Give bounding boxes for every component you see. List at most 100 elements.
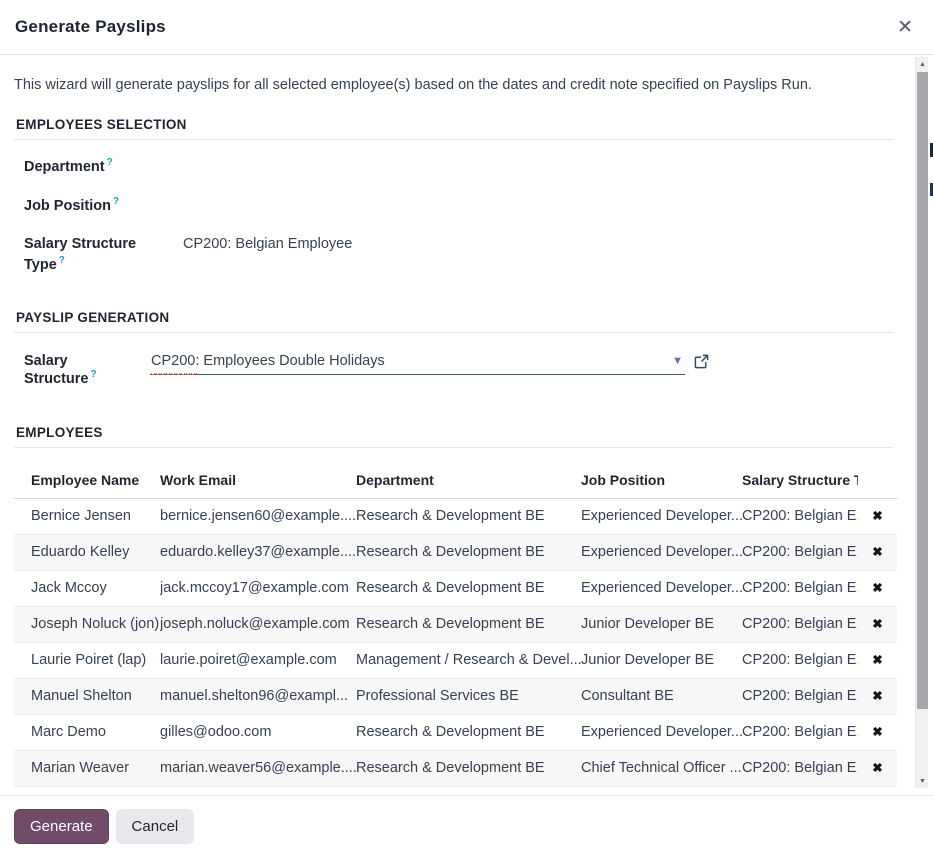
scroll-down-icon[interactable]: ▼ bbox=[919, 777, 926, 785]
field-department: Department? bbox=[24, 156, 893, 177]
cell-salary-structure-type[interactable]: CP200: Belgian E... bbox=[742, 580, 858, 597]
table-row[interactable]: Jack Mccoy jack.mccoy17@example.com Rese… bbox=[14, 570, 897, 607]
table-row[interactable]: Bernice Jensen bernice.jensen60@example.… bbox=[14, 498, 897, 535]
employee-table-body: Bernice Jensen bernice.jensen60@example.… bbox=[14, 498, 897, 795]
cell-job-position[interactable]: Experienced Developer... bbox=[581, 724, 742, 741]
dialog-body: This wizard will generate payslips for a… bbox=[0, 55, 933, 795]
department-label: Department? bbox=[24, 156, 154, 177]
dialog-title: Generate Payslips bbox=[15, 17, 166, 36]
salary-structure-type-help-icon[interactable]: ? bbox=[58, 255, 65, 267]
cell-work-email[interactable]: manuel.shelton96@exampl... bbox=[160, 688, 349, 705]
cell-job-position[interactable]: Experienced Developer... bbox=[581, 544, 742, 561]
background-page-artifact bbox=[930, 183, 933, 196]
cell-employee-name[interactable]: Manuel Shelton bbox=[31, 688, 132, 705]
close-icon[interactable]: ✕ bbox=[893, 14, 917, 41]
cell-employee-name[interactable]: Joseph Noluck (jon) bbox=[31, 616, 160, 633]
remove-row-icon[interactable]: ✖ bbox=[872, 616, 883, 631]
col-header-department[interactable]: Department bbox=[356, 471, 434, 488]
spellcheck-squiggle bbox=[151, 372, 197, 377]
section-employees: EMPLOYEES bbox=[14, 425, 893, 448]
cell-salary-structure-type[interactable]: CP200: Belgian E... bbox=[742, 508, 858, 525]
cell-work-email[interactable]: bernice.jensen60@example.... bbox=[160, 508, 356, 525]
cell-job-position[interactable]: Consultant BE bbox=[581, 688, 674, 705]
cell-department[interactable]: Research & Development BE bbox=[356, 616, 545, 633]
cell-salary-structure-type[interactable]: CP200: Belgian E... bbox=[742, 616, 858, 633]
cell-salary-structure-type[interactable]: CP200: Belgian E... bbox=[742, 652, 858, 669]
table-row[interactable]: Laurie Poiret (lap) laurie.poiret@exampl… bbox=[14, 642, 897, 679]
cell-work-email[interactable]: marian.weaver56@example.... bbox=[160, 760, 356, 777]
job-position-help-icon[interactable]: ? bbox=[113, 196, 120, 208]
cell-employee-name[interactable]: Marc Demo bbox=[31, 724, 106, 741]
scrollbar-thumb[interactable] bbox=[917, 72, 928, 709]
salary-structure-label: Salary Structure? bbox=[24, 353, 140, 387]
department-label-text: Department bbox=[24, 158, 105, 175]
cell-employee-name[interactable]: Laurie Poiret (lap) bbox=[31, 652, 147, 669]
cell-department[interactable]: Research & Development BE bbox=[356, 508, 545, 525]
table-row[interactable]: Mario Lambert mario.lambert31@example...… bbox=[14, 786, 897, 795]
remove-row-icon[interactable]: ✖ bbox=[872, 580, 883, 595]
table-row[interactable]: Marc Demo gilles@odoo.com Research & Dev… bbox=[14, 714, 897, 751]
table-row[interactable]: Marian Weaver marian.weaver56@example...… bbox=[14, 750, 897, 787]
cell-job-position[interactable]: Experienced Developer... bbox=[581, 580, 742, 597]
col-header-employee-name[interactable]: Employee Name bbox=[31, 471, 140, 488]
col-header-work-email[interactable]: Work Email bbox=[160, 471, 236, 488]
remove-row-icon[interactable]: ✖ bbox=[872, 544, 883, 559]
dialog-footer: Generate Cancel bbox=[0, 795, 933, 857]
section-employees-selection: EMPLOYEES SELECTION bbox=[14, 117, 893, 140]
cell-salary-structure-type[interactable]: CP200: Belgian E... bbox=[742, 688, 858, 705]
salary-structure-help-icon[interactable]: ? bbox=[90, 368, 97, 380]
background-page-artifact bbox=[930, 143, 933, 157]
remove-row-icon[interactable]: ✖ bbox=[872, 508, 883, 523]
col-header-salary-structure-type[interactable]: Salary Structure T... bbox=[742, 471, 858, 488]
wizard-description: This wizard will generate payslips for a… bbox=[14, 77, 812, 93]
open-record-icon[interactable] bbox=[694, 354, 709, 374]
cell-job-position[interactable]: Experienced Developer... bbox=[581, 508, 742, 525]
job-position-label: Job Position? bbox=[24, 195, 154, 216]
cell-employee-name[interactable]: Bernice Jensen bbox=[31, 508, 131, 525]
generate-button[interactable]: Generate bbox=[14, 808, 109, 845]
cell-employee-name[interactable]: Jack Mccoy bbox=[31, 580, 107, 597]
remove-row-icon[interactable]: ✖ bbox=[872, 760, 883, 775]
cell-salary-structure-type[interactable]: CP200: Belgian E... bbox=[742, 760, 858, 777]
table-row[interactable]: Manuel Shelton manuel.shelton96@exampl..… bbox=[14, 678, 897, 715]
table-row[interactable]: Eduardo Kelley eduardo.kelley37@example.… bbox=[14, 534, 897, 571]
field-salary-structure: Salary Structure? CP200: Employees Doubl… bbox=[24, 353, 893, 387]
cell-employee-name[interactable]: Eduardo Kelley bbox=[31, 544, 130, 561]
col-header-job-position[interactable]: Job Position bbox=[581, 471, 665, 488]
remove-row-icon[interactable]: ✖ bbox=[872, 688, 883, 703]
cell-salary-structure-type[interactable]: CP200: Belgian E... bbox=[742, 544, 858, 561]
cell-salary-structure-type[interactable]: CP200: Belgian E... bbox=[742, 724, 858, 741]
cell-work-email[interactable]: gilles@odoo.com bbox=[160, 724, 272, 741]
cell-department[interactable]: Professional Services BE bbox=[356, 688, 519, 705]
salary-structure-input-value[interactable]: CP200: Employees Double Holidays bbox=[151, 352, 385, 369]
cell-job-position[interactable]: Chief Technical Officer ... bbox=[581, 760, 742, 777]
remove-row-icon[interactable]: ✖ bbox=[872, 724, 883, 739]
cell-work-email[interactable]: joseph.noluck@example.com bbox=[160, 616, 350, 633]
cell-work-email[interactable]: jack.mccoy17@example.com bbox=[160, 580, 349, 597]
cell-department[interactable]: Research & Development BE bbox=[356, 760, 545, 777]
chevron-down-icon[interactable]: ▼ bbox=[672, 354, 683, 367]
table-row[interactable]: Joseph Noluck (jon) joseph.noluck@exampl… bbox=[14, 606, 897, 643]
salary-structure-input[interactable]: CP200: Employees Double Holidays ▼ bbox=[150, 352, 685, 377]
cell-employee-name[interactable]: Marian Weaver bbox=[31, 760, 130, 777]
salary-structure-label-text: Salary Structure bbox=[24, 352, 89, 387]
cell-work-email[interactable]: laurie.poiret@example.com bbox=[160, 652, 337, 669]
cell-work-email[interactable]: eduardo.kelley37@example.... bbox=[160, 544, 356, 561]
cell-department[interactable]: Management / Research & Devel... bbox=[356, 652, 581, 669]
cell-department[interactable]: Research & Development BE bbox=[356, 724, 545, 741]
field-job-position: Job Position? bbox=[24, 195, 893, 216]
salary-structure-type-label: Salary Structure Type? bbox=[24, 235, 154, 276]
scroll-up-icon[interactable]: ▲ bbox=[919, 60, 926, 68]
vertical-scrollbar[interactable]: ▲ ▼ bbox=[915, 57, 928, 788]
remove-row-icon[interactable]: ✖ bbox=[872, 652, 883, 667]
cancel-button[interactable]: Cancel bbox=[115, 808, 195, 845]
dialog-header: Generate Payslips ✕ bbox=[0, 0, 933, 55]
salary-structure-type-label-text: Salary Structure Type bbox=[24, 235, 137, 274]
cell-department[interactable]: Research & Development BE bbox=[356, 580, 545, 597]
cell-job-position[interactable]: Junior Developer BE bbox=[581, 652, 714, 669]
cell-department[interactable]: Research & Development BE bbox=[356, 544, 545, 561]
cell-job-position[interactable]: Junior Developer BE bbox=[581, 616, 714, 633]
department-help-icon[interactable]: ? bbox=[106, 157, 113, 168]
section-payslip-generation: PAYSLIP GENERATION bbox=[14, 310, 893, 333]
